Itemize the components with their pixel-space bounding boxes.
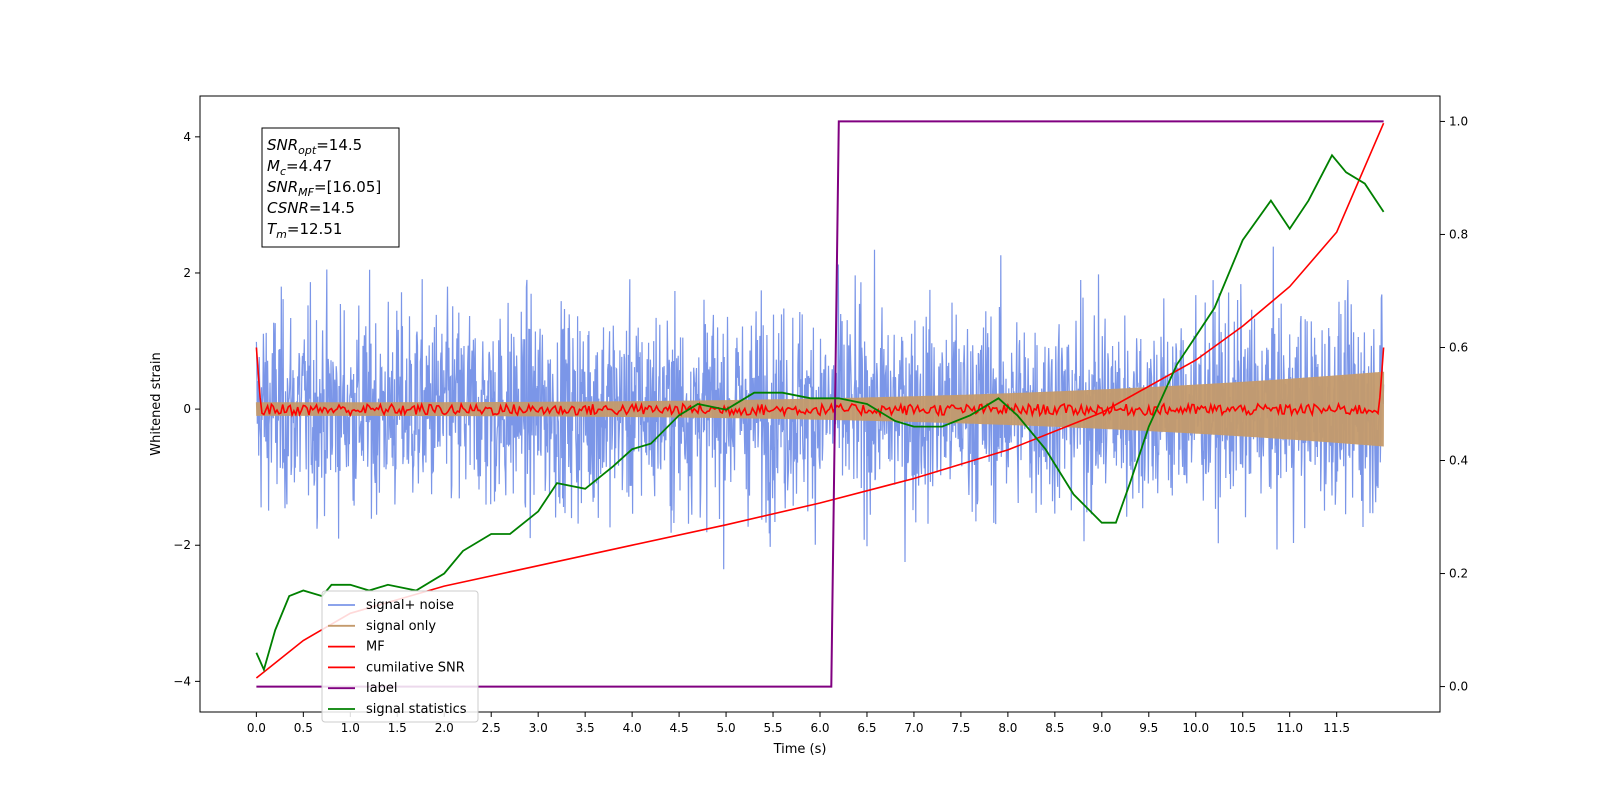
x-tick-label: 9.0: [1092, 721, 1111, 735]
x-tick-label: 4.0: [623, 721, 642, 735]
y-tick-label: 4: [183, 130, 191, 144]
x-axis-label: Time (s): [773, 742, 827, 757]
series-signal-statistics: [255, 153, 1385, 673]
x-tick-label: 2.5: [482, 721, 501, 735]
stats-box-frame: [261, 127, 400, 248]
y-tick-label: −4: [173, 674, 191, 688]
x-tick-label: 11.0: [1276, 721, 1303, 735]
x-tick-label: 1.5: [388, 721, 407, 735]
y-tick-label: 0: [183, 402, 191, 416]
legend: signal+ noise signal only MF cumilative SNR…: [321, 590, 479, 723]
y2-tick-label: 0.2: [1449, 567, 1468, 581]
x-tick-label: 10.0: [1182, 721, 1209, 735]
stats-box: SNRopt=14.5Mc=4.47SNRMF=[16.05]CSNR=14.5…: [261, 127, 400, 248]
x-tick-label: 3.5: [576, 721, 595, 735]
y-axis-label: Whitened strain: [149, 352, 164, 455]
stats-line: SNRMF=[16.05]: [267, 178, 381, 199]
y2-tick-label: 0.0: [1449, 680, 1468, 694]
stats-line: Tm=12.51: [267, 220, 342, 241]
axes: 0.0 0.5 1.0 1.5 2.0 2.5 3.0 3.5 4.0 4.5 5.0 5.5 6.0 6…: [173, 114, 1468, 735]
legend-label: signal only: [366, 619, 436, 634]
y2-tick-label: 1.0: [1449, 114, 1468, 128]
y2-tick-label: 0.6: [1449, 340, 1468, 354]
x-tick-label: 5.0: [717, 721, 736, 735]
x-tick-label: 8.0: [998, 721, 1017, 735]
legend-label: MF: [366, 640, 385, 655]
series-signal-noise: [255, 246, 1385, 570]
x-tick-label: 4.5: [670, 721, 689, 735]
x-tick-label: 0.5: [294, 721, 313, 735]
y-tick-label: 2: [183, 266, 191, 280]
x-tick-label: 7.5: [951, 721, 970, 735]
x-tick-label: 10.5: [1229, 721, 1256, 735]
stats-line: Mc=4.47: [267, 157, 332, 178]
series-mf: [255, 347, 1385, 418]
x-tick-label: 6.5: [857, 721, 876, 735]
x-tick-label: 0.0: [247, 721, 266, 735]
x-tick-label: 8.5: [1045, 721, 1064, 735]
x-tick-label: 5.5: [763, 721, 782, 735]
x-tick-label: 7.0: [904, 721, 923, 735]
y2-tick-label: 0.4: [1449, 454, 1468, 468]
legend-label: signal+ noise: [366, 598, 454, 613]
legend-frame: [321, 590, 479, 723]
legend-label: cumilative SNR: [366, 660, 465, 675]
x-tick-label: 3.0: [529, 721, 548, 735]
x-tick-label: 2.0: [435, 721, 454, 735]
x-tick-label: 11.5: [1323, 721, 1350, 735]
y2-tick-label: 0.8: [1449, 227, 1468, 241]
legend-label: label: [366, 681, 397, 696]
stats-line: SNRopt=14.5: [267, 136, 362, 157]
x-tick-label: 1.0: [341, 721, 360, 735]
stats-line: CSNR=14.5: [267, 199, 355, 217]
series-label: [256, 120, 1384, 688]
y-tick-label: −2: [173, 538, 191, 552]
x-tick-label: 6.0: [810, 721, 829, 735]
x-tick-label: 9.5: [1139, 721, 1158, 735]
legend-label: signal statistics: [366, 702, 467, 717]
